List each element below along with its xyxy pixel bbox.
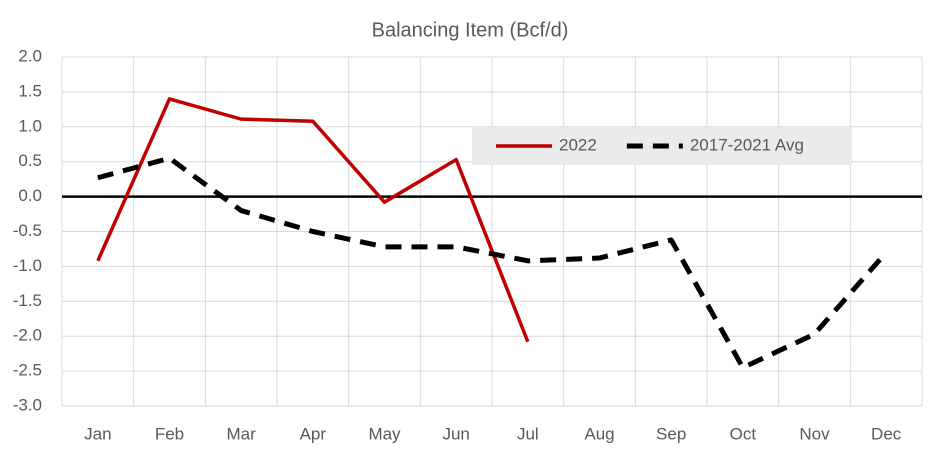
y-tick-label: 0.0 xyxy=(18,186,42,205)
legend-label: 2017-2021 Avg xyxy=(690,135,804,154)
y-tick-label: -1.0 xyxy=(13,256,42,275)
x-tick-label: May xyxy=(368,424,401,443)
y-tick-label: 1.0 xyxy=(18,116,42,135)
y-tick-label: -0.5 xyxy=(13,221,42,240)
x-tick-label: Dec xyxy=(871,424,902,443)
x-tick-label: Aug xyxy=(584,424,614,443)
x-tick-label: Apr xyxy=(300,424,327,443)
x-tick-label: Jul xyxy=(517,424,539,443)
x-tick-label: Jan xyxy=(84,424,111,443)
chart-title: Balancing Item (Bcf/d) xyxy=(372,19,569,41)
x-tick-label: Feb xyxy=(155,424,184,443)
y-tick-label: 1.5 xyxy=(18,81,42,100)
x-tick-label: Mar xyxy=(227,424,257,443)
y-tick-label: 2.0 xyxy=(18,46,42,65)
y-tick-label: -2.0 xyxy=(13,326,42,345)
y-tick-label: -1.5 xyxy=(13,291,42,310)
y-tick-label: -2.5 xyxy=(13,361,42,380)
y-tick-label: -3.0 xyxy=(13,395,42,414)
legend-label: 2022 xyxy=(559,135,597,154)
series-line xyxy=(97,155,889,371)
x-tick-label: Sep xyxy=(656,424,686,443)
x-tick-label: Jun xyxy=(442,424,469,443)
y-tick-label: 0.5 xyxy=(18,151,42,170)
x-tick-label: Nov xyxy=(799,424,830,443)
x-tick-label: Oct xyxy=(730,424,757,443)
series-line xyxy=(96,97,530,343)
